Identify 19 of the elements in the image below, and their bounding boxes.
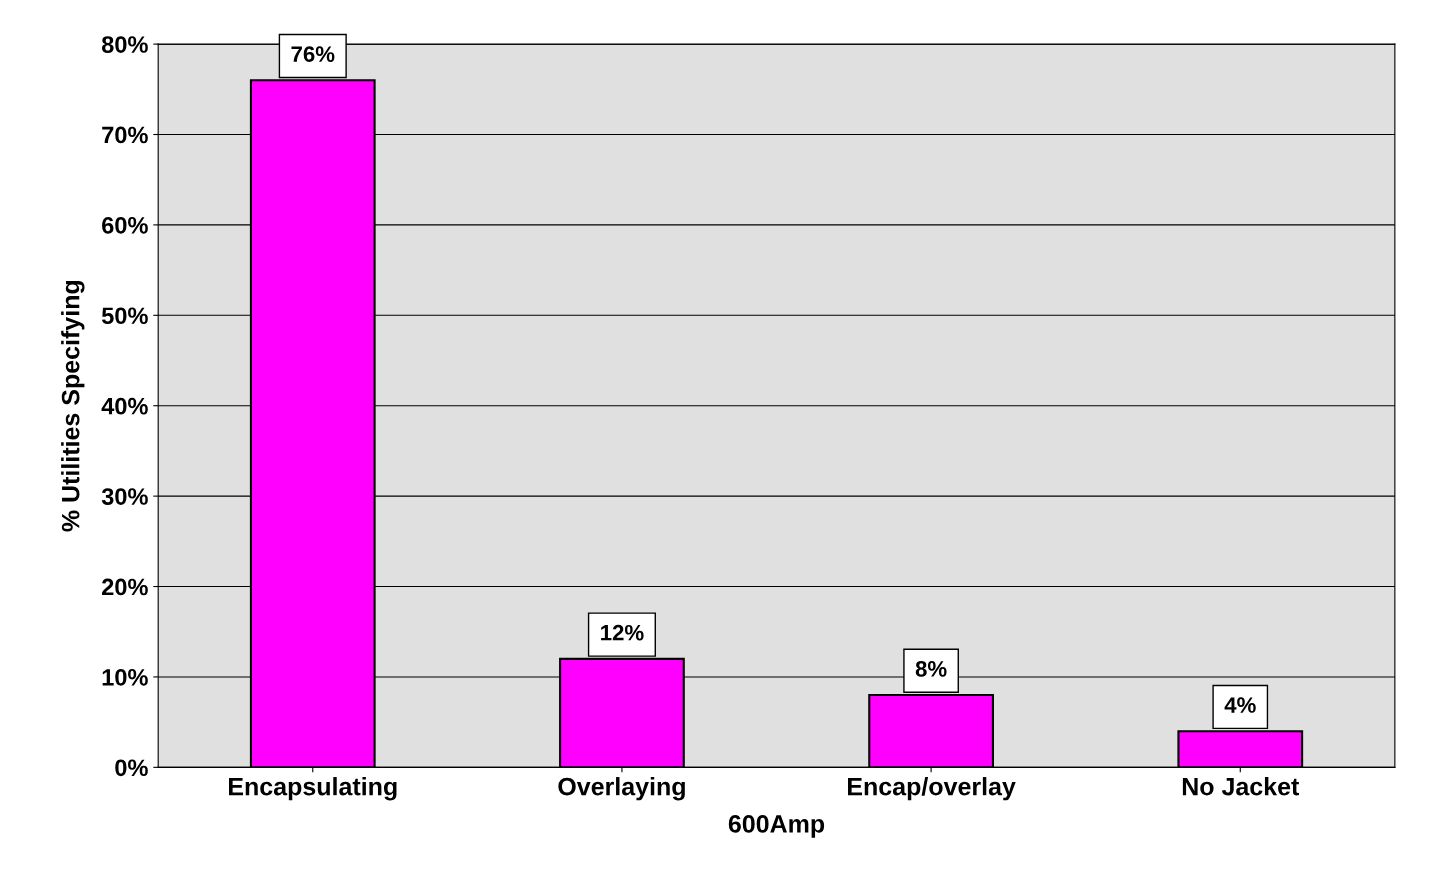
- y-tick-label: 20%: [102, 578, 148, 596]
- y-tick-label: 60%: [102, 216, 148, 234]
- x-tick-label: No Jacket: [1182, 777, 1300, 796]
- y-tick-label: 70%: [102, 126, 148, 144]
- y-tick-label: 30%: [101, 488, 148, 505]
- data-label: 4%: [1224, 697, 1256, 713]
- data-label: 8%: [915, 661, 947, 677]
- y-tick-label: 10%: [102, 669, 148, 686]
- x-tick-label: Overlaying: [558, 777, 685, 801]
- y-axis-title: % Utilities Specifying: [61, 280, 85, 532]
- x-axis-title: 600Amp: [728, 815, 825, 838]
- x-tick-label: Encap/overlay: [848, 777, 1016, 801]
- y-tick-label: 80%: [101, 36, 148, 53]
- y-tick-label: 50%: [101, 307, 148, 325]
- data-label: 76%: [291, 46, 335, 62]
- y-tick-label: 0%: [115, 759, 148, 777]
- y-tick-label: 40%: [101, 397, 148, 415]
- x-tick-label: Encapsulating: [229, 777, 397, 801]
- data-label: 12%: [601, 624, 644, 641]
